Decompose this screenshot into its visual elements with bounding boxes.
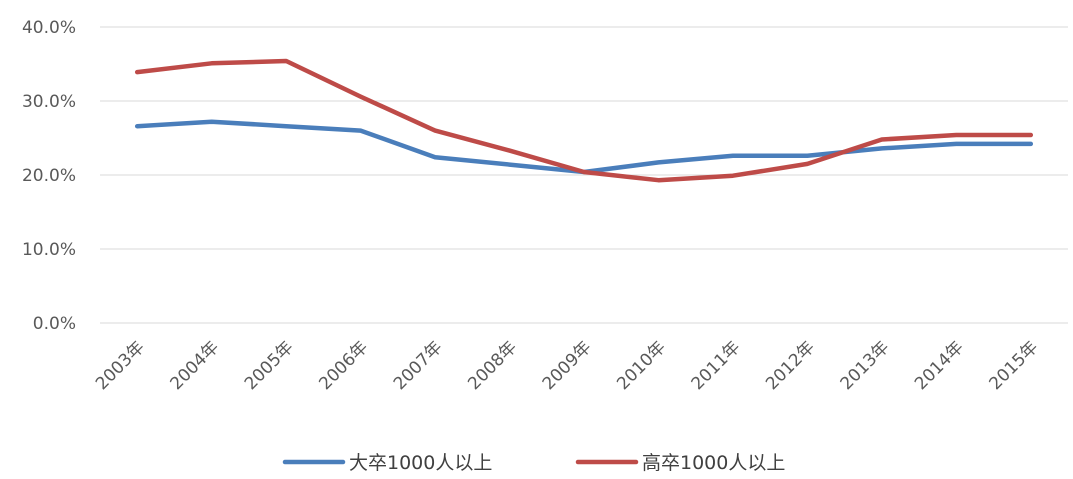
x-tick-label: 2007年 (390, 337, 447, 394)
x-tick-label: 2010年 (613, 337, 670, 394)
x-tick-label: 2013年 (837, 337, 894, 394)
x-tick-label: 2015年 (986, 337, 1043, 394)
x-tick-label: 2006年 (315, 337, 372, 394)
y-tick-label: 40.0% (22, 18, 76, 38)
legend-label-2: 高卒1000人以上 (642, 452, 785, 474)
x-tick-label: 2003年 (92, 337, 149, 394)
x-tick-label: 2008年 (464, 337, 521, 394)
x-tick-label: 2011年 (688, 337, 745, 394)
series-line-2 (134, 58, 1034, 183)
x-tick-label: 2004年 (166, 337, 223, 394)
y-axis-tick-labels: 0.0% 10.0% 20.0% 30.0% 40.0% (22, 18, 76, 334)
series-lines (134, 58, 1034, 183)
y-tick-label: 10.0% (22, 240, 76, 260)
y-tick-label: 20.0% (22, 166, 76, 186)
grid-lines (100, 26, 1068, 324)
x-tick-label: 2009年 (539, 337, 596, 394)
x-axis-tick-labels: 2003年 2004年 2005年 2006年 2007年 2008年 2009年 2010年… (92, 337, 1042, 394)
x-tick-label: 2014年 (911, 337, 968, 394)
legend-label-1: 大卒1000人以上 (349, 452, 492, 474)
y-tick-label: 0.0% (33, 314, 76, 334)
x-tick-label: 2005年 (241, 337, 298, 394)
series-line-1 (134, 119, 1034, 175)
x-tick-label: 2012年 (762, 337, 819, 394)
y-tick-label: 30.0% (22, 92, 76, 112)
legend: 大卒1000人以上 高卒1000人以上 (282, 452, 785, 474)
